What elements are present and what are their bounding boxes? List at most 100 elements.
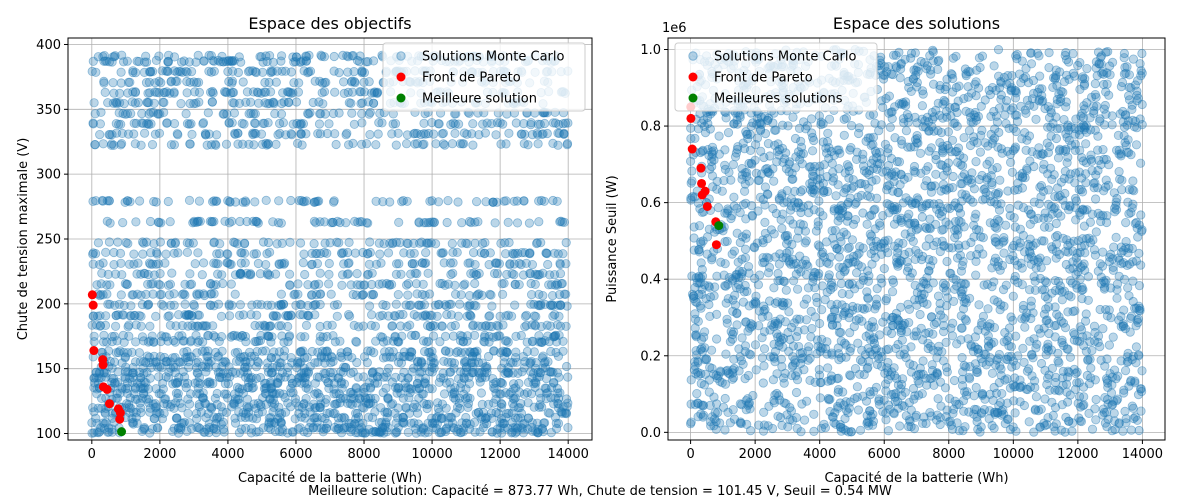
- monte-carlo-point: [279, 97, 289, 107]
- monte-carlo-point: [277, 238, 287, 248]
- monte-carlo-point: [387, 321, 398, 331]
- monte-carlo-point: [89, 378, 100, 388]
- monte-carlo-point: [456, 290, 466, 300]
- monte-carlo-point: [468, 140, 478, 150]
- monte-carlo-point: [191, 57, 201, 67]
- monte-carlo-point: [200, 346, 210, 356]
- monte-carlo-point: [219, 427, 229, 437]
- monte-carlo-point: [1004, 323, 1015, 333]
- monte-carlo-point: [220, 216, 230, 226]
- monte-carlo-point: [223, 67, 233, 77]
- monte-carlo-point: [213, 299, 224, 309]
- monte-carlo-point: [1044, 47, 1054, 58]
- monte-carlo-point: [147, 424, 158, 434]
- monte-carlo-point: [100, 407, 110, 417]
- monte-carlo-point: [454, 393, 465, 403]
- monte-carlo-point: [387, 321, 397, 331]
- monte-carlo-point: [517, 248, 527, 258]
- monte-carlo-point: [102, 280, 112, 290]
- monte-carlo-point: [402, 321, 412, 332]
- monte-carlo-point: [429, 217, 439, 227]
- monte-carlo-point: [98, 139, 108, 149]
- monte-carlo-point: [276, 289, 286, 299]
- monte-carlo-point: [801, 236, 811, 246]
- monte-carlo-point: [463, 402, 473, 412]
- monte-carlo-point: [136, 407, 146, 418]
- monte-carlo-point: [296, 412, 306, 422]
- y-tick-label: 400: [36, 38, 61, 53]
- monte-carlo-point: [292, 118, 302, 129]
- monte-carlo-point: [468, 119, 478, 129]
- monte-carlo-point: [510, 300, 520, 310]
- monte-carlo-point: [224, 362, 234, 372]
- y-axis-label: Chute de tension maximale (V): [16, 138, 31, 341]
- monte-carlo-point: [749, 243, 760, 253]
- monte-carlo-point: [216, 311, 227, 321]
- monte-carlo-point: [344, 237, 354, 247]
- monte-carlo-point: [933, 291, 944, 301]
- monte-carlo-point: [107, 377, 117, 387]
- monte-carlo-point: [413, 408, 423, 418]
- monte-carlo-point: [146, 248, 156, 258]
- monte-carlo-point: [151, 311, 161, 321]
- monte-carlo-point: [936, 401, 946, 411]
- monte-carlo-point: [156, 218, 166, 228]
- monte-carlo-point: [185, 351, 195, 362]
- monte-carlo-point: [293, 289, 303, 299]
- monte-carlo-point: [272, 239, 282, 249]
- monte-carlo-point: [148, 107, 158, 118]
- monte-carlo-point: [821, 237, 832, 247]
- monte-carlo-point: [447, 139, 457, 149]
- monte-carlo-point: [288, 388, 298, 398]
- monte-carlo-point: [296, 372, 306, 382]
- monte-carlo-point: [481, 197, 491, 207]
- monte-carlo-point: [467, 368, 477, 378]
- monte-carlo-point: [1087, 424, 1098, 434]
- monte-carlo-point: [347, 87, 358, 97]
- monte-carlo-point: [329, 51, 339, 62]
- monte-carlo-point: [364, 77, 374, 87]
- monte-carlo-point: [270, 109, 280, 119]
- monte-carlo-point: [184, 195, 195, 205]
- monte-carlo-point: [286, 373, 296, 384]
- monte-carlo-point: [741, 229, 752, 239]
- monte-carlo-point: [251, 336, 262, 347]
- monte-carlo-point: [343, 247, 353, 258]
- monte-carlo-point: [267, 382, 277, 393]
- monte-carlo-point: [256, 129, 267, 139]
- monte-carlo-point: [203, 409, 213, 419]
- monte-carlo-point: [807, 132, 818, 142]
- monte-carlo-point: [254, 98, 264, 108]
- monte-carlo-point: [441, 301, 452, 311]
- monte-carlo-point: [520, 356, 530, 367]
- monte-carlo-point: [378, 337, 389, 347]
- monte-carlo-point: [166, 399, 176, 409]
- monte-carlo-point: [466, 311, 476, 321]
- monte-carlo-point: [128, 67, 138, 78]
- monte-carlo-point: [548, 300, 558, 311]
- monte-carlo-point: [823, 363, 833, 373]
- monte-carlo-point: [339, 88, 349, 99]
- monte-carlo-point: [183, 408, 193, 418]
- x-tick-label: 0: [88, 447, 96, 462]
- monte-carlo-point: [844, 242, 854, 252]
- monte-carlo-point: [208, 321, 218, 331]
- monte-carlo-point: [264, 98, 275, 109]
- monte-carlo-point: [513, 403, 523, 413]
- monte-carlo-point: [315, 268, 325, 278]
- monte-carlo-point: [204, 66, 214, 76]
- monte-carlo-point: [221, 139, 232, 149]
- monte-carlo-point: [366, 290, 377, 300]
- monte-carlo-point: [374, 238, 384, 248]
- monte-carlo-point: [196, 407, 206, 417]
- monte-carlo-point: [405, 249, 415, 259]
- monte-carlo-point: [371, 336, 381, 346]
- monte-carlo-point: [349, 119, 359, 129]
- monte-carlo-point: [248, 216, 258, 226]
- monte-carlo-point: [518, 270, 529, 280]
- monte-carlo-point: [391, 427, 401, 437]
- monte-carlo-point: [332, 299, 342, 310]
- monte-carlo-point: [234, 98, 244, 109]
- monte-carlo-point: [455, 428, 466, 438]
- x-tick-label: 8000: [347, 447, 380, 462]
